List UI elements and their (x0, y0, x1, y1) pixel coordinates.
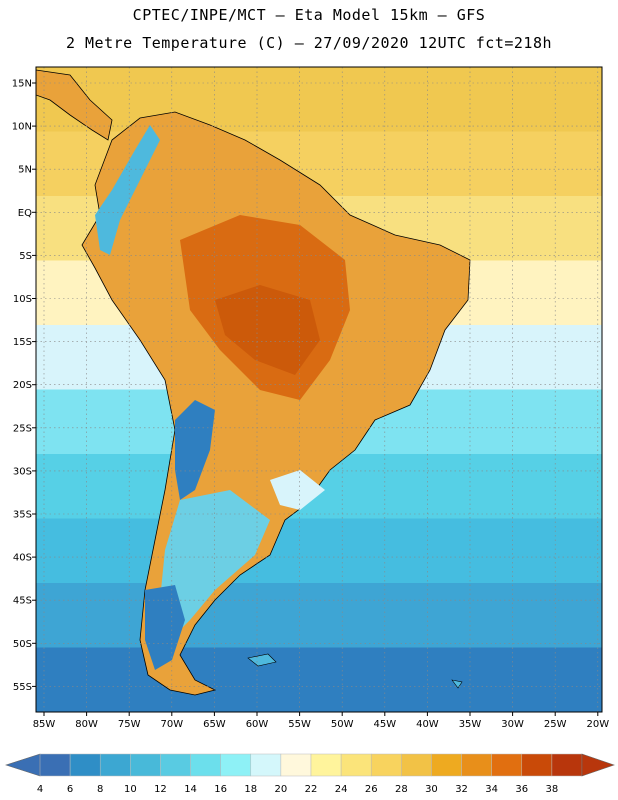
legend-label: 32 (455, 784, 468, 795)
lat-label: EQ (18, 208, 32, 219)
legend-swatch (220, 753, 252, 777)
legend-swatch (431, 753, 462, 777)
legend-label: 24 (335, 784, 348, 795)
legend-swatch (491, 753, 523, 777)
legend-swatch (99, 753, 131, 777)
lon-label: 60W (246, 719, 269, 730)
legend-label: 12 (154, 784, 167, 795)
legend-label: 10 (124, 784, 137, 795)
ocean-band (36, 647, 602, 712)
map-frame (35, 66, 603, 713)
islands (247, 653, 463, 689)
legend-swatch (551, 753, 583, 777)
legend-swatch (39, 753, 71, 777)
lon-label: 30W (501, 719, 524, 730)
legend-swatch (401, 753, 432, 777)
legend-swatch (310, 753, 342, 777)
lon-label: 55W (288, 719, 311, 730)
lat-label: 15N (12, 79, 32, 90)
lat-label: 5N (18, 165, 32, 176)
lon-label: 85W (33, 719, 56, 730)
legend-swatch (69, 753, 101, 777)
south-america-landmass (81, 111, 471, 696)
lon-label: 20W (586, 719, 609, 730)
lon-label: 70W (160, 719, 183, 730)
latitude-labels: 15N 10N 5N EQ 5S 10S 15S 20S 25S 30S 35S 40S 45S 50S 5… (12, 79, 36, 693)
legend-label: 4 (37, 784, 43, 795)
lat-label: 10N (12, 122, 32, 133)
temperature-map: 15N 10N 5N EQ 5S 10S 15S 20S 25S 30S 35S 40S 45S 50S 5… (12, 66, 609, 730)
lat-label: 10S (13, 294, 32, 305)
legend-label: 6 (67, 784, 73, 795)
longitude-labels: 85W 80W 75W 70W 65W 60W 55W 50W 45W 40W 35W 30W 25W 2… (33, 712, 609, 730)
legend-swatch (160, 753, 191, 777)
legend-swatch (461, 753, 492, 777)
legend-arrow-right (581, 753, 615, 777)
legend-label: 20 (275, 784, 288, 795)
legend-label: 30 (425, 784, 438, 795)
central-america-landmass (36, 69, 113, 141)
title-line-1: CPTEC/INPE/MCT – Eta Model 15km – GFS (132, 6, 486, 24)
legend-swatch (280, 753, 312, 777)
legend-swatch (250, 753, 282, 777)
lat-label: 30S (13, 466, 32, 477)
lat-label: 5S (19, 251, 32, 262)
lat-label: 50S (13, 639, 32, 650)
legend-label: 22 (305, 784, 318, 795)
lat-label: 45S (13, 596, 32, 607)
legend-label: 8 (97, 784, 103, 795)
legend-swatch (370, 753, 402, 777)
lat-label: 15S (13, 337, 32, 348)
legend-label: 34 (485, 784, 498, 795)
lon-label: 25W (544, 719, 567, 730)
legend-swatch (130, 753, 161, 777)
lat-label: 25S (13, 423, 32, 434)
lon-label: 80W (75, 719, 98, 730)
legend-label: 26 (365, 784, 378, 795)
legend-arrow-left (5, 753, 41, 777)
title-line-2: 2 Metre Temperature (C) – 27/09/2020 12U… (65, 34, 553, 52)
lon-label: 65W (203, 719, 226, 730)
lon-label: 75W (118, 719, 141, 730)
legend-swatch (340, 753, 372, 777)
lon-label: 45W (373, 719, 396, 730)
lon-label: 40W (416, 719, 439, 730)
lat-label: 35S (13, 510, 32, 521)
legend-label: 16 (214, 784, 227, 795)
legend-label: 14 (184, 784, 197, 795)
color-legend: 4 6 8 10 12 14 16 18 20 22 24 26 28 30 32 34 36 38 (5, 753, 615, 795)
ocean-band (36, 583, 602, 649)
lat-label: 20S (13, 380, 32, 391)
legend-label: 18 (244, 784, 257, 795)
lon-label: 35W (459, 719, 482, 730)
lon-label: 50W (331, 719, 354, 730)
legend-swatch (521, 753, 553, 777)
legend-label: 38 (546, 784, 559, 795)
legend-label: 36 (515, 784, 528, 795)
ocean-band (36, 518, 602, 584)
legend-label: 28 (395, 784, 408, 795)
ocean-band (36, 67, 602, 133)
lat-label: 40S (13, 553, 32, 564)
legend-swatch (190, 753, 221, 777)
lat-label: 55S (13, 682, 32, 693)
